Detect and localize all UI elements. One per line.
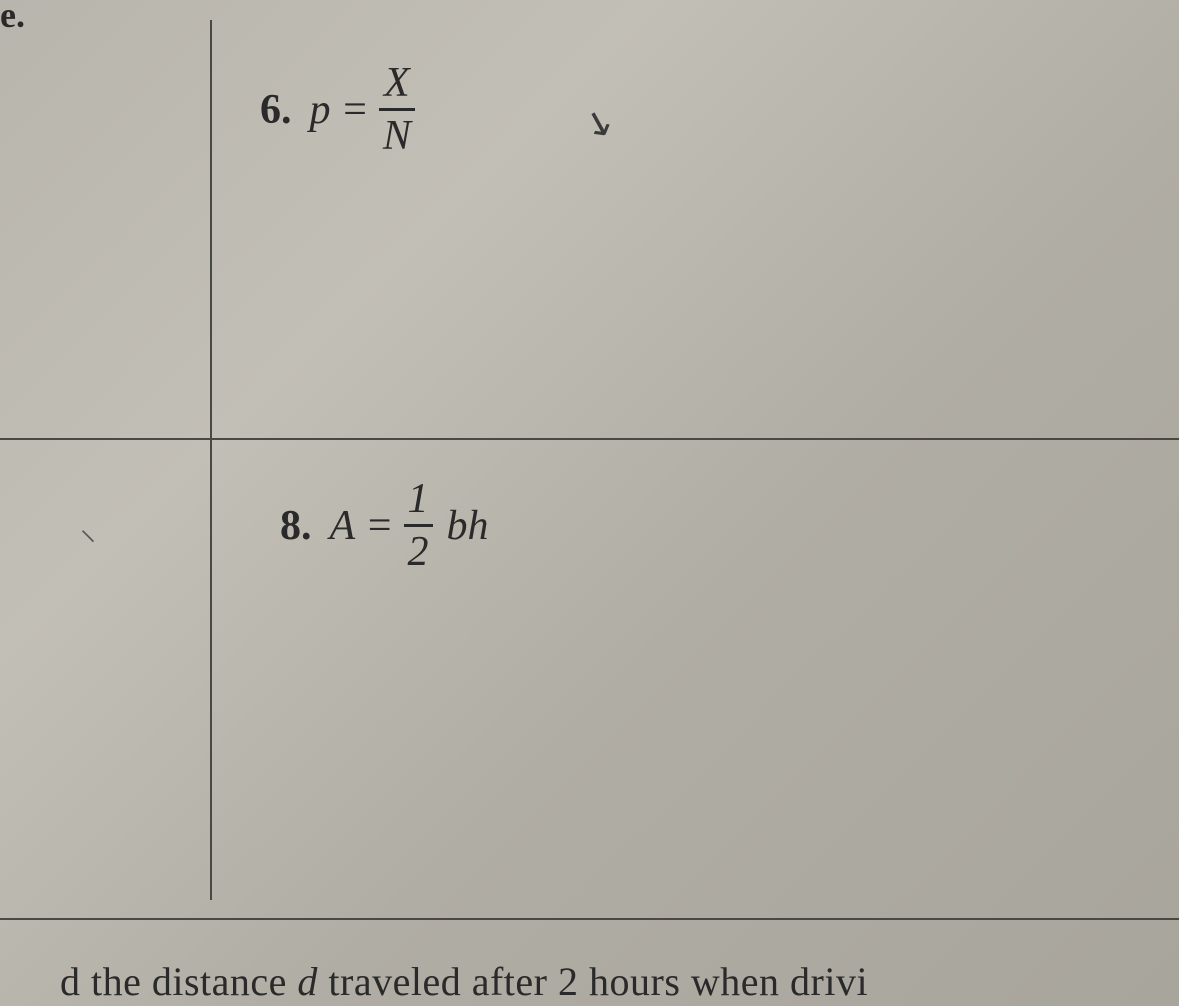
problem-8-tail: bh — [447, 502, 489, 550]
problem-6-fraction: X N — [379, 62, 415, 157]
problem-8-number: 8. — [280, 502, 312, 550]
problem-6: 6. p = X N — [260, 62, 415, 157]
corner-label: e. — [0, 0, 25, 36]
vertical-rule — [210, 20, 212, 900]
footer-var: d — [297, 959, 318, 1004]
problem-6-numerator: X — [380, 62, 414, 108]
horizontal-rule-mid — [0, 438, 1179, 440]
horizontal-rule-bottom — [0, 918, 1179, 920]
worksheet-page: e. 6. p = X N ↘ ⸌ 8. A = 1 2 bh — [0, 0, 1179, 1006]
problem-6-denominator: N — [379, 111, 415, 157]
problem-8: 8. A = 1 2 bh — [280, 478, 489, 573]
problem-8-equals: = — [365, 502, 393, 550]
problem-8-numerator: 1 — [404, 478, 433, 524]
pencil-arrow-icon: ↘ — [577, 98, 615, 147]
problem-6-number: 6. — [260, 86, 292, 134]
pencil-tick-icon: ⸌ — [80, 520, 96, 563]
problem-8-denominator: 2 — [404, 527, 433, 573]
footer-text: d the distance d traveled after 2 hours … — [60, 958, 868, 1005]
footer-suffix: traveled after 2 hours when drivi — [318, 959, 868, 1004]
problem-6-lhs: p — [310, 86, 331, 134]
problem-6-equals: = — [341, 86, 369, 134]
problem-8-lhs: A — [330, 502, 356, 550]
problem-8-fraction: 1 2 — [404, 478, 433, 573]
problem-6-equation: p = X N — [310, 62, 415, 157]
footer-prefix: d the distance — [60, 959, 297, 1004]
problem-8-equation: A = 1 2 bh — [330, 478, 489, 573]
